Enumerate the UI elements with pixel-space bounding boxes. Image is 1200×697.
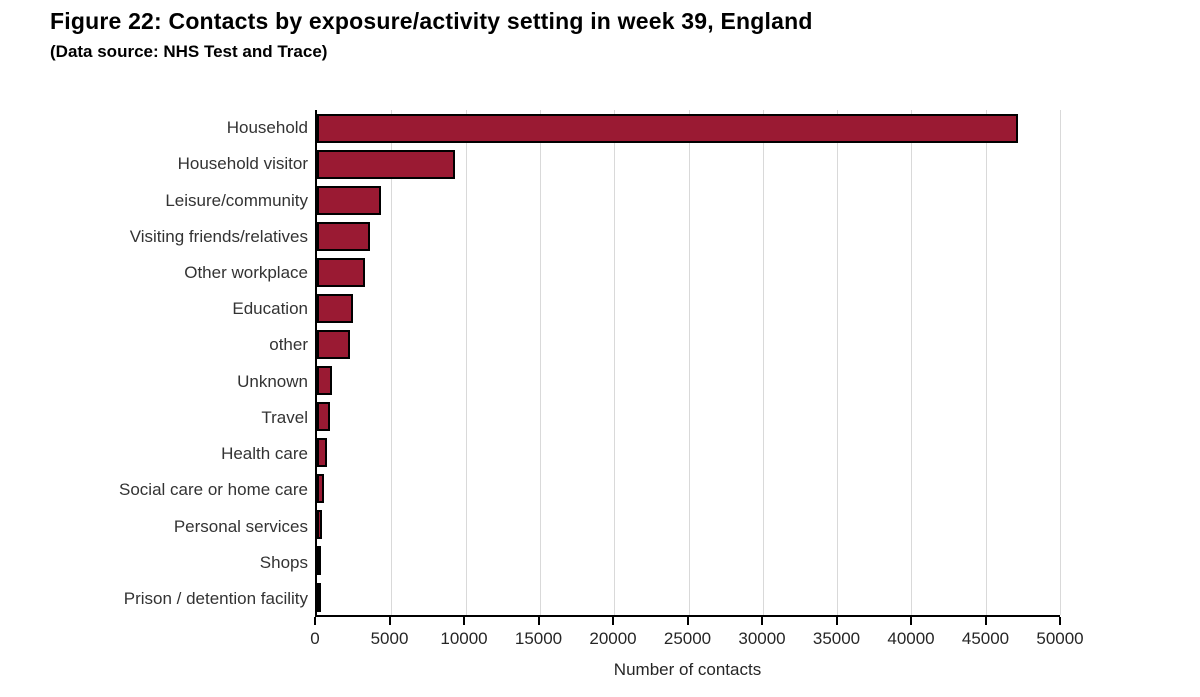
gridline bbox=[911, 110, 913, 615]
bar-row bbox=[317, 579, 1060, 615]
plot-area bbox=[315, 110, 1061, 617]
figure-title: Figure 22: Contacts by exposure/activity… bbox=[50, 8, 813, 34]
category-label: Leisure/community bbox=[165, 190, 308, 210]
x-tick bbox=[537, 617, 540, 625]
bar bbox=[317, 510, 323, 540]
gridline bbox=[465, 110, 467, 615]
x-tick-label: 0 bbox=[310, 629, 320, 648]
bar-row bbox=[317, 326, 1060, 362]
category-label: Education bbox=[232, 299, 308, 319]
x-tick-label: 50000 bbox=[1036, 629, 1084, 648]
bar bbox=[317, 149, 456, 179]
gridline bbox=[837, 110, 839, 615]
gridline bbox=[762, 110, 764, 615]
category-label: Household bbox=[226, 118, 308, 138]
x-axis-title: Number of contacts bbox=[613, 660, 762, 679]
x-tick-label: 10000 bbox=[440, 629, 488, 648]
x-tick-label: 20000 bbox=[589, 629, 637, 648]
bar bbox=[317, 366, 332, 396]
bar bbox=[317, 221, 371, 251]
x-tick-label: 40000 bbox=[887, 629, 935, 648]
x-tick bbox=[314, 617, 316, 625]
bar bbox=[317, 113, 1019, 143]
x-tick-label: 30000 bbox=[738, 629, 786, 648]
bar-row bbox=[317, 110, 1060, 146]
bar-row bbox=[317, 363, 1060, 399]
bar-row bbox=[317, 182, 1060, 218]
category-label: Unknown bbox=[237, 371, 308, 391]
category-label: Household visitor bbox=[177, 154, 308, 174]
x-tick-label: 15000 bbox=[514, 629, 563, 648]
bar bbox=[317, 438, 328, 468]
bar-row bbox=[317, 471, 1060, 507]
x-tick bbox=[1059, 617, 1061, 625]
bar-row bbox=[317, 543, 1060, 579]
bar bbox=[317, 582, 321, 612]
gridline bbox=[688, 110, 690, 615]
category-label: Personal services bbox=[173, 516, 308, 536]
x-tick bbox=[761, 617, 763, 625]
x-tick bbox=[910, 617, 912, 625]
x-tick bbox=[612, 617, 614, 625]
x-tick bbox=[835, 617, 838, 625]
gridline bbox=[539, 110, 541, 615]
bar-row bbox=[317, 507, 1060, 543]
bar bbox=[317, 185, 381, 215]
bars bbox=[317, 110, 1060, 615]
category-label: other bbox=[269, 335, 308, 355]
x-tick-label: 25000 bbox=[663, 629, 712, 648]
gridline bbox=[391, 110, 393, 615]
bar-row bbox=[317, 146, 1060, 182]
x-tick bbox=[984, 617, 987, 625]
category-label: Visiting friends/relatives bbox=[129, 226, 308, 246]
x-tick-label: 45000 bbox=[961, 629, 1010, 648]
figure-subtitle: (Data source: NHS Test and Trace) bbox=[50, 42, 328, 61]
x-tick bbox=[388, 617, 391, 625]
category-label: Other workplace bbox=[184, 262, 308, 282]
category-label: Shops bbox=[259, 552, 308, 572]
bar-row bbox=[317, 254, 1060, 290]
bar-row bbox=[317, 435, 1060, 471]
x-axis: 0 5000 10000 15000 20000 25000 30000 35000 40000… bbox=[310, 617, 1084, 657]
gridlines bbox=[317, 110, 1061, 615]
bar bbox=[317, 474, 324, 504]
category-labels: Household Household visitor Leisure/commun… bbox=[40, 110, 308, 617]
bar bbox=[317, 402, 330, 432]
bar bbox=[317, 546, 321, 576]
x-tick bbox=[686, 617, 689, 625]
bar-row bbox=[317, 218, 1060, 254]
bar bbox=[317, 330, 350, 359]
category-label: Prison / detention facility bbox=[123, 588, 308, 608]
x-tick bbox=[463, 617, 465, 625]
bar-row bbox=[317, 399, 1060, 435]
gridline bbox=[985, 110, 987, 615]
category-label: Travel bbox=[261, 407, 308, 427]
category-label: Health care bbox=[221, 444, 308, 464]
bar bbox=[317, 293, 353, 323]
gridline bbox=[1060, 110, 1061, 615]
x-tick-label: 5000 bbox=[370, 629, 409, 648]
bar bbox=[317, 257, 365, 287]
category-label: Social care or home care bbox=[119, 480, 308, 500]
x-tick-label: 35000 bbox=[812, 629, 861, 648]
gridline bbox=[614, 110, 616, 615]
bar-row bbox=[317, 290, 1060, 326]
